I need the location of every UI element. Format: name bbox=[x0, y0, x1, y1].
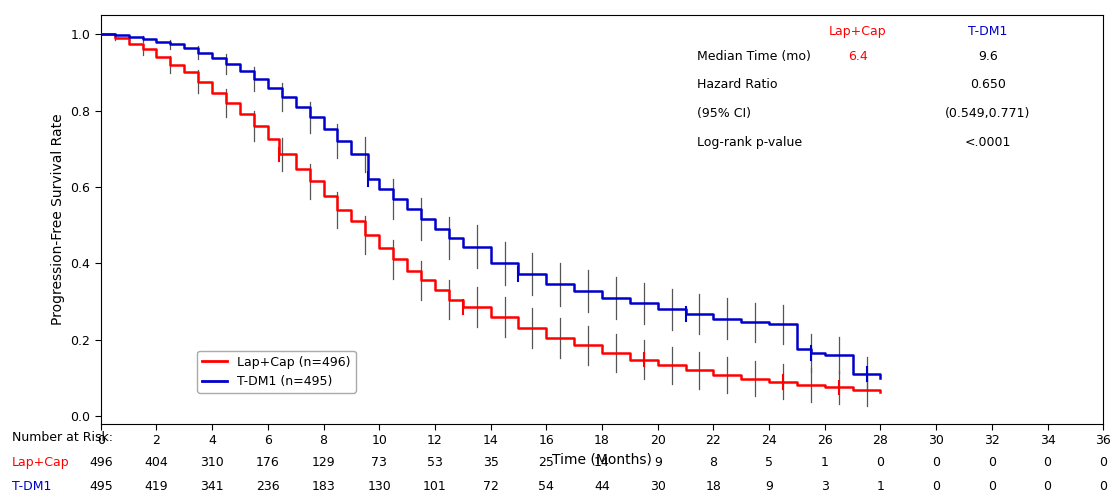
Text: 9.6: 9.6 bbox=[978, 50, 998, 63]
Text: Lap+Cap: Lap+Cap bbox=[829, 25, 886, 38]
Text: 0.650: 0.650 bbox=[970, 78, 1006, 92]
Text: 54: 54 bbox=[539, 480, 554, 493]
Text: 310: 310 bbox=[200, 456, 224, 469]
Text: 0: 0 bbox=[1099, 456, 1108, 469]
Text: 44: 44 bbox=[594, 480, 610, 493]
Text: (0.549,0.771): (0.549,0.771) bbox=[945, 107, 1030, 120]
Text: 0: 0 bbox=[1099, 480, 1108, 493]
Text: 72: 72 bbox=[483, 480, 498, 493]
Text: 25: 25 bbox=[539, 456, 554, 469]
Text: 341: 341 bbox=[200, 480, 224, 493]
Text: Hazard Ratio: Hazard Ratio bbox=[698, 78, 777, 92]
Legend: Lap+Cap (n=496), T-DM1 (n=495): Lap+Cap (n=496), T-DM1 (n=495) bbox=[197, 351, 356, 393]
Text: 18: 18 bbox=[706, 480, 721, 493]
Text: <.0001: <.0001 bbox=[964, 136, 1011, 148]
Text: 1: 1 bbox=[877, 480, 885, 493]
Text: 9: 9 bbox=[765, 480, 773, 493]
Text: 0: 0 bbox=[877, 456, 885, 469]
Text: Lap+Cap: Lap+Cap bbox=[11, 456, 69, 469]
Text: 8: 8 bbox=[709, 456, 718, 469]
Text: 0: 0 bbox=[932, 456, 940, 469]
Text: 496: 496 bbox=[88, 456, 113, 469]
Text: 130: 130 bbox=[367, 480, 391, 493]
Text: 0: 0 bbox=[1044, 480, 1052, 493]
Text: 30: 30 bbox=[650, 480, 665, 493]
Text: 183: 183 bbox=[311, 480, 335, 493]
Text: 3: 3 bbox=[821, 480, 829, 493]
Text: 9: 9 bbox=[654, 456, 662, 469]
Text: 0: 0 bbox=[988, 456, 996, 469]
Y-axis label: Progression-Free Survival Rate: Progression-Free Survival Rate bbox=[50, 114, 65, 325]
Text: Number at Risk:: Number at Risk: bbox=[11, 431, 113, 444]
Text: 419: 419 bbox=[144, 480, 168, 493]
Text: 101: 101 bbox=[423, 480, 447, 493]
Text: 495: 495 bbox=[88, 480, 113, 493]
Text: 35: 35 bbox=[483, 456, 498, 469]
Text: T-DM1: T-DM1 bbox=[11, 480, 52, 493]
Text: 14: 14 bbox=[594, 456, 610, 469]
Text: Median Time (mo): Median Time (mo) bbox=[698, 50, 811, 63]
Text: 6.4: 6.4 bbox=[848, 50, 868, 63]
Text: 0: 0 bbox=[932, 480, 940, 493]
Text: 5: 5 bbox=[765, 456, 773, 469]
Text: 73: 73 bbox=[372, 456, 388, 469]
Text: 0: 0 bbox=[988, 480, 996, 493]
Text: 0: 0 bbox=[1044, 456, 1052, 469]
Text: 129: 129 bbox=[311, 456, 335, 469]
Text: (95% CI): (95% CI) bbox=[698, 107, 752, 120]
Text: 404: 404 bbox=[144, 456, 168, 469]
Text: 53: 53 bbox=[427, 456, 442, 469]
X-axis label: Time (Months): Time (Months) bbox=[552, 453, 652, 467]
Text: 1: 1 bbox=[821, 456, 829, 469]
Text: Log-rank p-value: Log-rank p-value bbox=[698, 136, 802, 148]
Text: T-DM1: T-DM1 bbox=[968, 25, 1008, 38]
Text: 176: 176 bbox=[256, 456, 280, 469]
Text: 236: 236 bbox=[256, 480, 280, 493]
